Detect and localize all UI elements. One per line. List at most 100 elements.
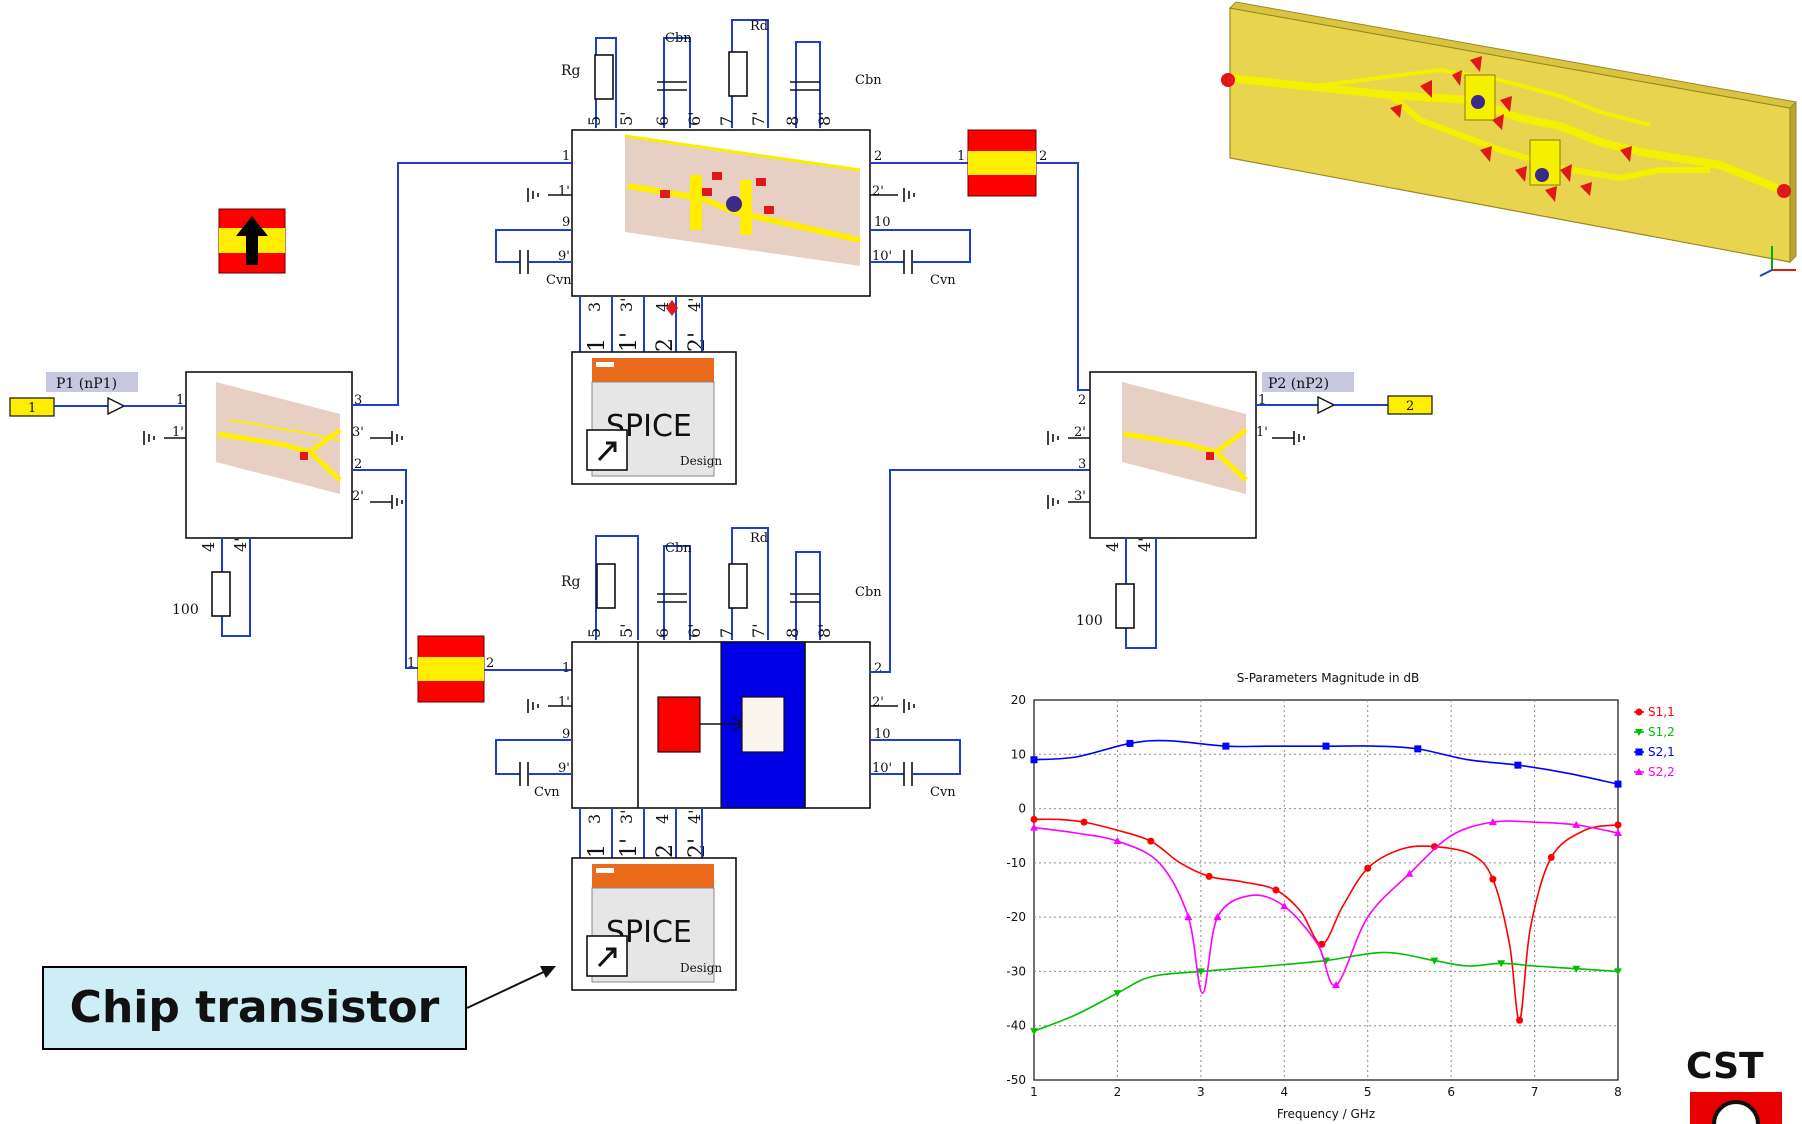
svg-text:8': 8' (815, 111, 834, 126)
label-100-left: 100 (172, 602, 199, 618)
splitter-left[interactable]: P1 (nP1) 1 1 1' 3 3' 2 2' 4 4' 100 (9, 162, 572, 669)
svg-text:10': 10' (872, 761, 892, 776)
data-point (1196, 968, 1205, 976)
label-rd-bottom: Rd (750, 531, 768, 546)
series-line-S1-2 (1033, 951, 1619, 1032)
x-tick-label: 2 (1114, 1085, 1122, 1099)
callout-arrow (466, 966, 556, 1009)
svg-text:8: 8 (783, 628, 802, 638)
y-tick-label: -50 (1006, 1073, 1026, 1087)
series-layer (1030, 739, 1622, 1036)
y-tick-label: -20 (1006, 910, 1026, 924)
combiner-right[interactable]: 2 2' 3 3' 1 1' P2 (nP2) 2 4 4' 100 (1047, 371, 1433, 649)
port-p2-box[interactable] (1387, 395, 1433, 415)
svg-text:4': 4' (1135, 537, 1154, 552)
amplifier-block-bottom[interactable]: Rg Cbn Rd Cbn 5 5' 6 6' 7 7' 8 8' 1 1' 9… (495, 469, 1090, 860)
y-tick-label: -10 (1006, 856, 1026, 870)
legend-entry: S1,2 (1648, 725, 1675, 739)
label-cbn-bottom-1: Cbn (665, 541, 692, 556)
svg-text:2: 2 (653, 844, 678, 858)
label-cbn-top-2: Cbn (855, 73, 882, 88)
phase-shifter-bottom[interactable]: 1 2 (407, 635, 572, 703)
svg-text:3': 3' (1074, 489, 1086, 504)
data-point (1516, 1016, 1524, 1024)
data-point (1272, 886, 1280, 894)
port-p2-number: 2 (1406, 399, 1414, 414)
transistor-input-icon (657, 696, 701, 753)
svg-text:4': 4' (231, 537, 250, 552)
svg-text:1: 1 (957, 149, 965, 164)
svg-text:9: 9 (562, 727, 570, 742)
svg-text:4: 4 (653, 814, 672, 824)
svg-text:6': 6' (685, 111, 704, 126)
svg-text:1: 1 (176, 393, 184, 408)
port-p1-label: P1 (nP1) (56, 376, 117, 392)
data-point (1113, 990, 1122, 998)
data-point (1497, 960, 1506, 968)
data-point (1030, 756, 1038, 764)
svg-text:7': 7' (749, 111, 768, 126)
x-tick-labels: 1 2 3 4 5 6 7 8 (1030, 1085, 1622, 1099)
svg-text:5: 5 (585, 628, 604, 638)
data-point (1113, 837, 1122, 845)
svg-text:2: 2 (874, 149, 882, 164)
svg-text:2: 2 (486, 656, 494, 671)
series-line-S1-1 (1033, 818, 1619, 1022)
svg-text:2': 2' (352, 489, 364, 504)
data-point (1614, 968, 1622, 976)
svg-text:4: 4 (653, 302, 672, 312)
svg-text:7: 7 (717, 628, 736, 638)
callout-chip-transistor: Chip transistor (42, 966, 467, 1050)
y-tick-labels: 20 10 0 -10 -20 -30 -40 -50 (1006, 693, 1026, 1087)
data-point (1030, 823, 1038, 831)
svg-text:5': 5' (617, 111, 636, 126)
arrow-up-icon (218, 208, 286, 274)
svg-text:9': 9' (558, 761, 570, 776)
svg-text:4: 4 (199, 542, 218, 552)
svg-text:6': 6' (685, 623, 704, 638)
svg-text:5: 5 (585, 116, 604, 126)
data-point (1205, 872, 1213, 880)
cst-logo-text: CST (1686, 1046, 1764, 1087)
x-tick-label: 1 (1030, 1085, 1038, 1099)
x-tick-label: 6 (1447, 1085, 1455, 1099)
svg-text:2: 2 (1039, 149, 1047, 164)
y-tick-label: -40 (1006, 1019, 1026, 1033)
svg-text:1': 1' (617, 838, 642, 858)
legend-marker (1635, 748, 1643, 756)
x-tick-label: 7 (1531, 1085, 1539, 1099)
x-tick-label: 4 (1280, 1085, 1288, 1099)
svg-text:1: 1 (562, 661, 570, 676)
data-point (1614, 780, 1622, 788)
data-point (1030, 1028, 1038, 1036)
svg-text:1: 1 (1258, 393, 1266, 408)
data-point (1414, 745, 1422, 753)
svg-text:10: 10 (874, 215, 891, 230)
label-rg-top: Rg (561, 63, 581, 79)
data-point (1030, 815, 1038, 823)
svg-text:4: 4 (1103, 542, 1122, 552)
spice-block-bottom[interactable]: SPICE Design (571, 857, 737, 991)
svg-text:10': 10' (872, 249, 892, 264)
legend-marker (1635, 768, 1643, 775)
port-p2-label: P2 (nP2) (1268, 376, 1329, 392)
spice-block-top[interactable]: SPICE Design (571, 351, 737, 485)
port-p2-label-bg (1262, 372, 1354, 392)
chart-legend: S1,1 S1,2 S2,1 S2,2 (1634, 705, 1675, 779)
svg-text:2': 2' (872, 184, 884, 199)
amplifier-block-top[interactable]: Rg Cbn Rd Cbn 5 5' 6 6' 7 7' 8 8' (495, 19, 971, 352)
chart-title: S-Parameters Magnitude in dB (1237, 671, 1419, 685)
layout-3d-view (1221, 1, 1798, 277)
spice-design-top: Design (680, 454, 722, 468)
svg-text:5': 5' (617, 623, 636, 638)
label-cvn-top-right: Cvn (930, 273, 956, 288)
svg-text:3: 3 (1078, 457, 1086, 472)
svg-text:7: 7 (717, 116, 736, 126)
svg-text:1: 1 (585, 338, 610, 352)
phase-shifter-top[interactable]: 1 2 (870, 129, 1090, 391)
data-point (1614, 821, 1622, 829)
svg-text:2': 2' (685, 838, 710, 858)
data-point (1614, 829, 1622, 836)
y-tick-label: -30 (1006, 964, 1026, 978)
y-tick-label: 20 (1011, 693, 1026, 707)
